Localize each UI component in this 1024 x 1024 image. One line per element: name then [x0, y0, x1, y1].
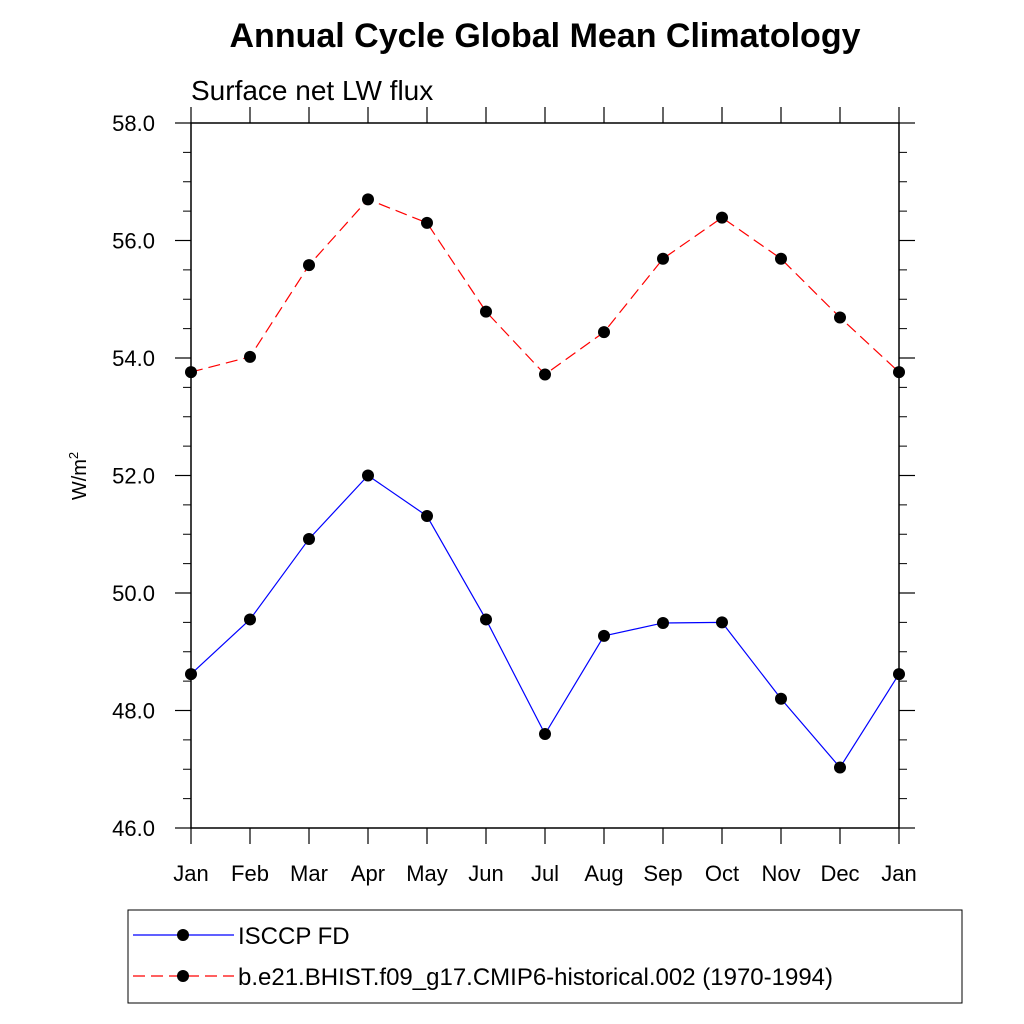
x-tick-label: Jan — [881, 861, 916, 886]
series-1 — [185, 193, 905, 381]
series-line — [190, 198, 900, 376]
y-axis-label-base: W/m — [69, 459, 91, 500]
data-point — [480, 613, 492, 626]
data-point — [303, 532, 315, 545]
data-point — [480, 305, 492, 318]
svg-text:W/m2: W/m2 — [66, 452, 91, 500]
legend-marker-model — [177, 970, 189, 982]
x-tick-label: Jul — [531, 861, 559, 886]
legend-marker-isccp — [177, 929, 189, 941]
data-point — [775, 252, 787, 265]
data-point — [539, 368, 551, 381]
x-tick-label: Oct — [705, 861, 739, 886]
y-tick-label: 46.0 — [112, 816, 155, 841]
x-tick-label: Aug — [584, 861, 623, 886]
x-axis-tick-labels: Jan Feb Mar Apr May Jun Jul Aug Sep Oct Nov Dec Jan — [173, 861, 916, 886]
x-tick-label: Feb — [231, 861, 269, 886]
axis-ticks — [175, 107, 915, 844]
x-tick-label: Jan — [173, 861, 208, 886]
data-point — [893, 366, 905, 379]
x-tick-label: Jun — [468, 861, 503, 886]
data-point — [657, 252, 669, 265]
legend-box — [127, 909, 963, 1004]
data-point — [303, 259, 315, 272]
data-point — [539, 728, 551, 740]
legend-label-model: b.e21.BHIST.f09_g17.CMIP6-historical.002… — [238, 964, 833, 991]
y-tick-label: 54.0 — [112, 346, 155, 371]
data-point — [185, 668, 197, 681]
data-point — [421, 216, 433, 229]
data-point — [893, 668, 905, 681]
data-point — [716, 211, 728, 224]
x-tick-label: Nov — [761, 861, 800, 886]
series-layer — [185, 193, 905, 774]
data-point — [362, 469, 374, 482]
y-axis-tick-labels: 46.0 48.0 50.0 52.0 54.0 56.0 58.0 — [112, 111, 155, 841]
chart-title: Annual Cycle Global Mean Climatology — [230, 17, 861, 55]
chart-subtitle: Surface net LW flux — [191, 75, 433, 106]
data-point — [716, 616, 728, 629]
y-tick-label: 56.0 — [112, 229, 155, 254]
x-tick-label: May — [406, 861, 448, 886]
plot-frame — [190, 122, 900, 829]
data-point — [421, 510, 433, 523]
x-tick-label: Mar — [290, 861, 328, 886]
data-point — [834, 311, 846, 324]
x-tick-label: Sep — [643, 861, 682, 886]
y-tick-label: 48.0 — [112, 699, 155, 724]
data-point — [657, 616, 669, 629]
y-axis-label-superscript: 2 — [66, 452, 81, 459]
data-point — [598, 326, 610, 339]
data-point — [244, 350, 256, 363]
data-point — [834, 761, 846, 774]
x-tick-label: Apr — [351, 861, 385, 886]
data-point — [775, 692, 787, 705]
data-point — [362, 193, 374, 206]
series-0 — [185, 469, 905, 774]
legend-label-isccp: ISCCP FD — [238, 923, 350, 950]
data-point — [598, 629, 610, 642]
x-tick-label: Dec — [820, 861, 859, 886]
y-tick-label: 58.0 — [112, 111, 155, 136]
data-point — [244, 613, 256, 626]
legend: ISCCP FD b.e21.BHIST.f09_g17.CMIP6-histo… — [127, 909, 963, 1004]
data-point — [185, 366, 197, 379]
y-tick-label: 50.0 — [112, 581, 155, 606]
y-axis-label: W/m2 — [66, 452, 91, 500]
y-tick-label: 52.0 — [112, 464, 155, 489]
series-line — [190, 474, 900, 769]
